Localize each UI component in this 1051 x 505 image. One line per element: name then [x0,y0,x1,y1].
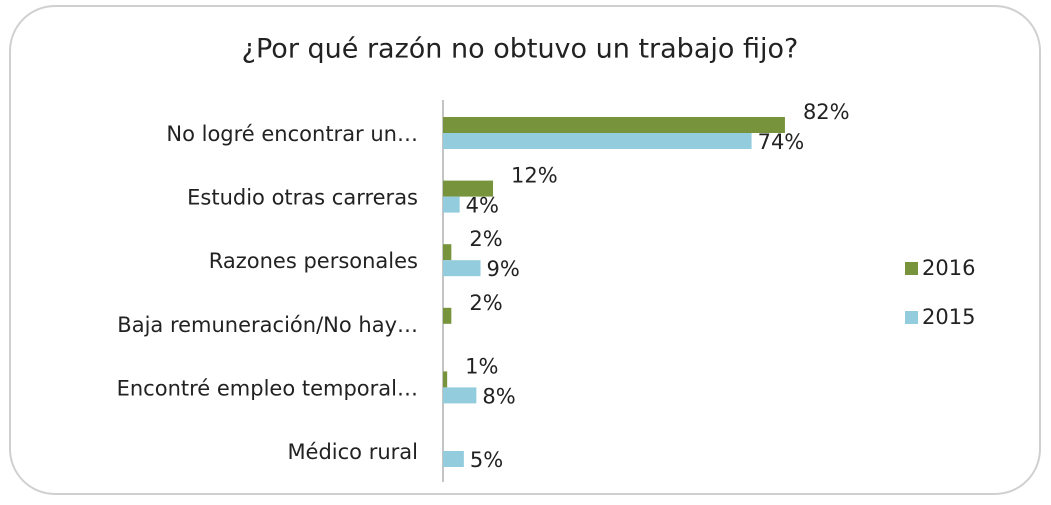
legend-label: 2015 [922,305,975,329]
data-label: 2% [469,227,502,251]
bar [443,307,452,324]
y-tick-label: No logré encontrar un… [166,122,418,146]
chart-title: ¿Por qué razón no obtuvo un trabajo fijo… [242,34,799,65]
legend-label: 2016 [922,256,975,280]
data-label: 12% [511,164,558,188]
data-label: 9% [487,257,520,281]
legend-swatch [905,262,918,275]
bar [443,244,452,261]
bar [443,180,494,197]
y-tick-label: Estudio otras carreras [187,186,418,210]
y-tick-label: Razones personales [209,249,418,273]
data-label: 1% [465,354,498,378]
bar [443,260,481,277]
y-tick-label: Baja remuneración/No hay… [117,313,418,337]
data-label: 8% [482,384,515,408]
data-label: 82% [803,100,850,124]
bar [443,196,460,213]
bar [443,451,464,467]
data-label: 74% [758,130,805,154]
bar [443,117,785,133]
legend-swatch [905,311,918,324]
y-tick-label: Encontré empleo temporal… [117,376,418,400]
y-tick-label: Médico rural [287,440,418,464]
data-label: 4% [466,194,499,218]
bar [443,371,448,388]
bar [443,387,477,404]
data-label: 2% [469,291,502,315]
frame [9,5,1041,495]
bar [443,133,752,149]
data-label: 5% [470,448,503,472]
